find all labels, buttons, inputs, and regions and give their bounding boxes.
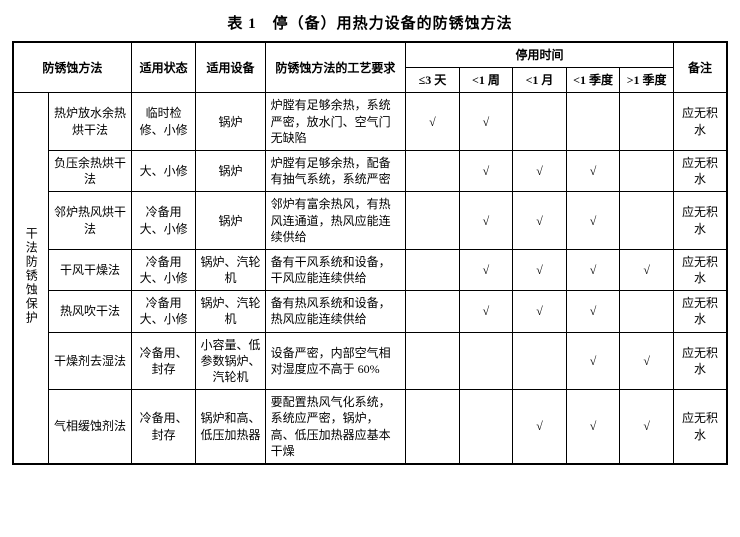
cell-check xyxy=(406,249,460,290)
cell-check xyxy=(620,291,674,332)
cell-note: 应无积水 xyxy=(673,390,727,464)
cell-check xyxy=(406,150,460,191)
cell-check: √ xyxy=(513,192,567,250)
cell-check xyxy=(620,150,674,191)
group-label: 干法防锈蚀保护 xyxy=(13,93,49,464)
cell-check: √ xyxy=(459,192,513,250)
cell-check: √ xyxy=(566,332,620,390)
cell-state: 冷备用大、小修 xyxy=(131,249,196,290)
cell-state: 冷备用、封存 xyxy=(131,390,196,464)
cell-check xyxy=(566,93,620,151)
cell-check: √ xyxy=(459,291,513,332)
cell-state: 大、小修 xyxy=(131,150,196,191)
rust-prevention-table: 防锈蚀方法 适用状态 适用设备 防锈蚀方法的工艺要求 停用时间 备注 ≤3 天 … xyxy=(12,41,728,465)
cell-check xyxy=(620,192,674,250)
hdr-req: 防锈蚀方法的工艺要求 xyxy=(265,42,406,93)
table-row: 邻炉热风烘干法冷备用大、小修锅炉邻炉有富余热风，有热风连通道，热风应能连续供给 √… xyxy=(13,192,727,250)
cell-check xyxy=(459,332,513,390)
hdr-note: 备注 xyxy=(673,42,727,93)
cell-state: 冷备用大、小修 xyxy=(131,192,196,250)
hdr-t1: ≤3 天 xyxy=(406,68,460,93)
hdr-equip: 适用设备 xyxy=(196,42,265,93)
hdr-t3: <1 月 xyxy=(513,68,567,93)
cell-check: √ xyxy=(566,192,620,250)
cell-check xyxy=(620,93,674,151)
cell-state: 冷备用大、小修 xyxy=(131,291,196,332)
cell-equip: 锅炉、汽轮机 xyxy=(196,291,265,332)
cell-note: 应无积水 xyxy=(673,93,727,151)
cell-check xyxy=(406,332,460,390)
cell-submethod: 邻炉热风烘干法 xyxy=(49,192,132,250)
cell-requirement: 炉膛有足够余热，系统严密，放水门、空气门无缺陷 xyxy=(265,93,406,151)
cell-submethod: 干风干燥法 xyxy=(49,249,132,290)
cell-check: √ xyxy=(620,249,674,290)
cell-note: 应无积水 xyxy=(673,332,727,390)
table-row: 负压余热烘干法大、小修锅炉炉膛有足够余热，配备有抽气系统，系统严密√√√应无积水 xyxy=(13,150,727,191)
cell-note: 应无积水 xyxy=(673,192,727,250)
cell-check xyxy=(459,390,513,464)
hdr-method: 防锈蚀方法 xyxy=(13,42,131,93)
cell-submethod: 干燥剂去湿法 xyxy=(49,332,132,390)
cell-requirement: 要配置热风气化系统，系统应严密，锅炉，高、低压加热器应基本干燥 xyxy=(265,390,406,464)
cell-check: √ xyxy=(513,150,567,191)
cell-check: √ xyxy=(566,390,620,464)
cell-check: √ xyxy=(620,390,674,464)
cell-equip: 锅炉和高、低压加热器 xyxy=(196,390,265,464)
cell-check: √ xyxy=(566,150,620,191)
cell-check xyxy=(406,192,460,250)
cell-requirement: 炉膛有足够余热，配备有抽气系统，系统严密 xyxy=(265,150,406,191)
cell-submethod: 热炉放水余热烘干法 xyxy=(49,93,132,151)
cell-equip: 锅炉、汽轮机 xyxy=(196,249,265,290)
cell-requirement: 设备严密，内部空气相对湿度应不高于 60% xyxy=(265,332,406,390)
cell-note: 应无积水 xyxy=(673,150,727,191)
hdr-state: 适用状态 xyxy=(131,42,196,93)
hdr-t2: <1 周 xyxy=(459,68,513,93)
cell-state: 临时检修、小修 xyxy=(131,93,196,151)
hdr-t4: <1 季度 xyxy=(566,68,620,93)
cell-check xyxy=(513,93,567,151)
cell-requirement: 备有干风系统和设备，干风应能连续供给 xyxy=(265,249,406,290)
hdr-t5: >1 季度 xyxy=(620,68,674,93)
cell-submethod: 热风吹干法 xyxy=(49,291,132,332)
cell-check xyxy=(406,390,460,464)
cell-equip: 小容量、低参数锅炉、汽轮机 xyxy=(196,332,265,390)
hdr-time-group: 停用时间 xyxy=(406,42,674,68)
cell-check: √ xyxy=(459,150,513,191)
cell-note: 应无积水 xyxy=(673,291,727,332)
cell-state: 冷备用、封存 xyxy=(131,332,196,390)
table-title: 表 1 停（备）用热力设备的防锈蚀方法 xyxy=(12,12,728,33)
table-row: 热风吹干法冷备用大、小修锅炉、汽轮机备有热风系统和设备，热风应能连续供给√√√应… xyxy=(13,291,727,332)
cell-check: √ xyxy=(513,390,567,464)
cell-submethod: 气相缓蚀剂法 xyxy=(49,390,132,464)
cell-check: √ xyxy=(459,93,513,151)
cell-requirement: 邻炉有富余热风，有热风连通道，热风应能连续供给 xyxy=(265,192,406,250)
cell-requirement: 备有热风系统和设备，热风应能连续供给 xyxy=(265,291,406,332)
table-row: 气相缓蚀剂法冷备用、封存锅炉和高、低压加热器要配置热风气化系统，系统应严密，锅炉… xyxy=(13,390,727,464)
cell-equip: 锅炉 xyxy=(196,150,265,191)
cell-check xyxy=(406,291,460,332)
cell-submethod: 负压余热烘干法 xyxy=(49,150,132,191)
cell-check xyxy=(513,332,567,390)
cell-check: √ xyxy=(620,332,674,390)
table-row: 干风干燥法冷备用大、小修锅炉、汽轮机备有干风系统和设备，干风应能连续供给√√√√… xyxy=(13,249,727,290)
cell-check: √ xyxy=(566,249,620,290)
cell-check: √ xyxy=(566,291,620,332)
cell-check: √ xyxy=(406,93,460,151)
cell-equip: 锅炉 xyxy=(196,192,265,250)
cell-note: 应无积水 xyxy=(673,249,727,290)
cell-equip: 锅炉 xyxy=(196,93,265,151)
cell-check: √ xyxy=(513,249,567,290)
cell-check: √ xyxy=(513,291,567,332)
table-row: 干燥剂去湿法冷备用、封存小容量、低参数锅炉、汽轮机设备严密，内部空气相对湿度应不… xyxy=(13,332,727,390)
cell-check: √ xyxy=(459,249,513,290)
table-row: 干法防锈蚀保护热炉放水余热烘干法临时检修、小修锅炉炉膛有足够余热，系统严密，放水… xyxy=(13,93,727,151)
